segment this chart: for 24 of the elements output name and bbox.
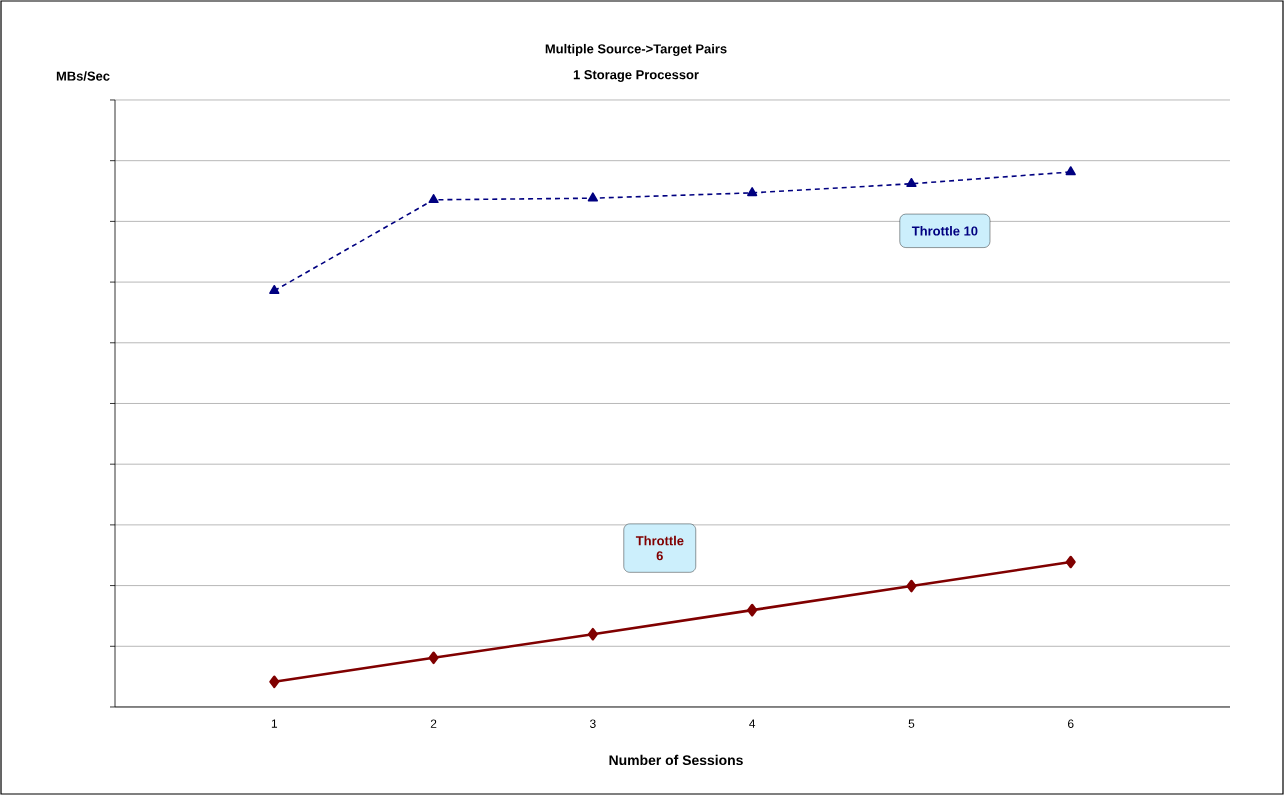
text: MBs/Sec (56, 71, 110, 81)
point (747, 603, 758, 617)
point (587, 192, 598, 202)
x-tick-label: 5 (908, 719, 915, 728)
point (269, 675, 280, 689)
text: Throttle 6 (635, 535, 684, 561)
point (428, 194, 439, 204)
x-tick-label: 6 (1068, 719, 1074, 728)
point (906, 579, 917, 593)
x-axis-title: Number of Sessions (609, 754, 743, 766)
point (269, 284, 280, 295)
point (906, 177, 917, 188)
chart-title: Multiple Source->Target Pairs (545, 43, 727, 57)
point (1065, 166, 1076, 176)
text: Throttle 10 (911, 226, 978, 236)
chart-subtitle: 1 Storage Processor (573, 70, 699, 82)
point (747, 187, 758, 197)
x-tick-label: 4 (749, 719, 756, 728)
x-tick-label: 3 (589, 719, 596, 728)
point (428, 651, 439, 665)
point (1065, 555, 1076, 569)
x-tick-label: 2 (430, 719, 437, 728)
point (587, 627, 598, 641)
x-tick-label: 1 (271, 719, 278, 728)
